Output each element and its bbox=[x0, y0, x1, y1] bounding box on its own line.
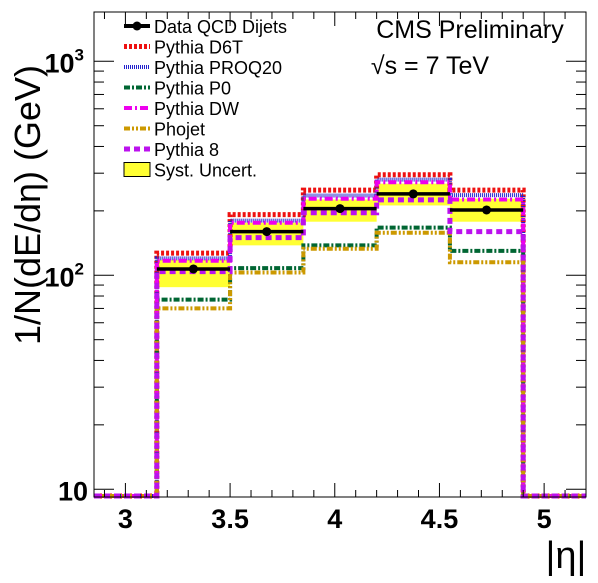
data-point bbox=[335, 204, 345, 214]
data-points bbox=[156, 189, 524, 274]
x-tick-label: 3.5 bbox=[211, 504, 249, 534]
legend-label: Pythia DW bbox=[154, 99, 239, 119]
legend-label: Syst. Uncert. bbox=[154, 161, 257, 181]
y-tick-label: 103 bbox=[44, 45, 84, 78]
series-layer bbox=[94, 172, 586, 499]
x-tick-label: 5 bbox=[537, 504, 552, 534]
legend-label: Pythia PROQ20 bbox=[154, 58, 282, 78]
data-point bbox=[188, 264, 198, 274]
data-point bbox=[262, 227, 272, 237]
series-pythia-d6t bbox=[94, 172, 586, 499]
legend-marker-data bbox=[132, 21, 142, 31]
series-pythia-8 bbox=[94, 197, 586, 499]
series-phojet bbox=[94, 230, 586, 498]
x-axis-label: |η| bbox=[546, 535, 587, 577]
x-tick-label: 4 bbox=[327, 504, 342, 534]
y-tick-label: 10 bbox=[58, 476, 88, 506]
data-point bbox=[408, 189, 418, 199]
plot-frame bbox=[93, 11, 587, 498]
y-axis-label: 1/N(dE/dη) (GeV) bbox=[7, 65, 48, 345]
legend-swatch-syst bbox=[123, 162, 151, 177]
legend-label: Phojet bbox=[154, 120, 205, 140]
data-point bbox=[482, 205, 492, 215]
axis-ticks: 3 3.5 4 4.5 5 10 102 103 bbox=[44, 12, 587, 534]
series-pythia-dw bbox=[94, 180, 586, 498]
x-tick-label: 4.5 bbox=[421, 504, 459, 534]
y-tick-label: 102 bbox=[44, 259, 84, 292]
legend-label: Pythia D6T bbox=[154, 38, 243, 58]
legend-label: Data QCD Dijets bbox=[154, 17, 287, 37]
chart-title: CMS Preliminary bbox=[376, 16, 564, 44]
legend-label: Pythia P0 bbox=[154, 79, 231, 99]
series-pythia-proq20 bbox=[94, 177, 586, 498]
series-pythia-p0 bbox=[94, 225, 586, 498]
legend-label: Pythia 8 bbox=[154, 140, 219, 160]
x-tick-label: 3 bbox=[118, 504, 133, 534]
chart-subtitle: √s = 7 TeV bbox=[371, 52, 490, 80]
